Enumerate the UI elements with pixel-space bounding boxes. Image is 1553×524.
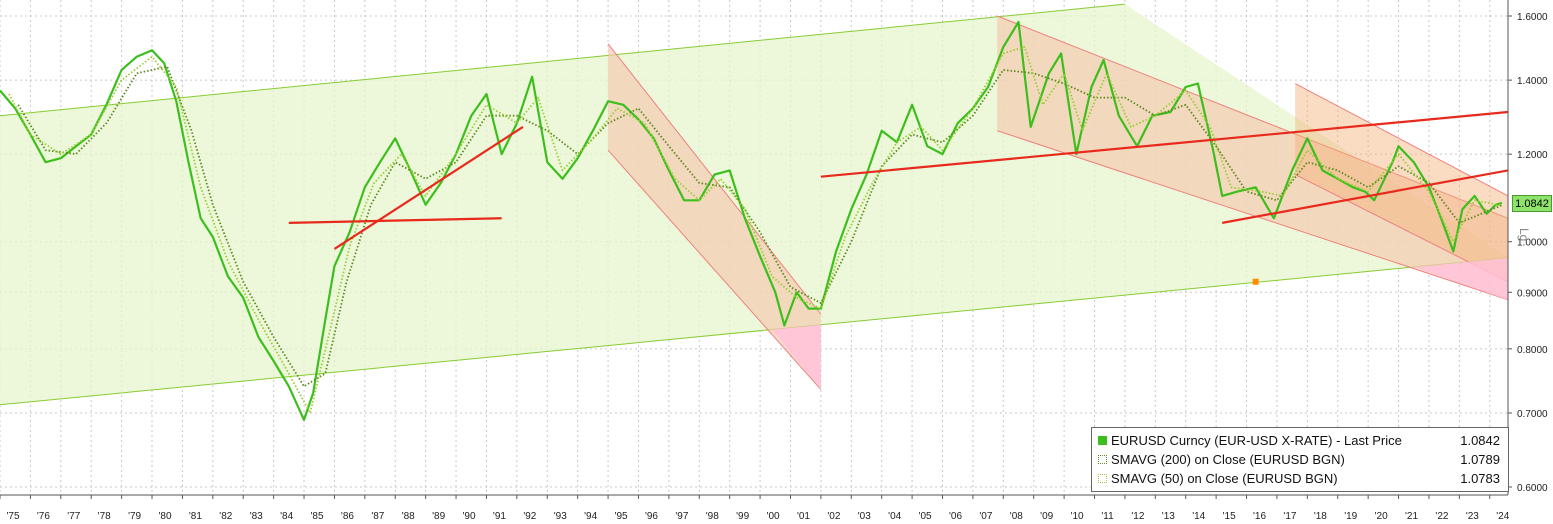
- x-tick-label: '99: [736, 511, 749, 522]
- x-tick-label: '98: [706, 511, 719, 522]
- x-tick-label: '12: [1131, 511, 1144, 522]
- x-tick-label: '16: [1253, 511, 1266, 522]
- event-marker: [1252, 278, 1259, 285]
- x-tick-label: '05: [919, 511, 932, 522]
- falling-channel-fill: [1295, 83, 1508, 282]
- y-tick-label: 0.8000: [1517, 345, 1548, 356]
- legend-value-smavg-200: 1.0789: [1460, 452, 1500, 467]
- x-tick-label: '08: [1010, 511, 1023, 522]
- x-tick-label: '18: [1314, 511, 1327, 522]
- x-tick-label: '00: [767, 511, 780, 522]
- x-tick-label: '09: [1040, 511, 1053, 522]
- x-tick-label: '90: [463, 511, 476, 522]
- falling-channel-fill: [997, 16, 1508, 300]
- x-tick-label: '13: [1162, 511, 1175, 522]
- x-tick-label: '87: [371, 511, 384, 522]
- series-line-2: [8, 46, 1503, 414]
- legend-value-smavg-50: 1.0783: [1460, 471, 1500, 486]
- last-price-badge: 1.0842: [1512, 195, 1552, 212]
- trend-line: [1222, 169, 1508, 224]
- x-tick-label: '80: [158, 511, 171, 522]
- series-line-0: [0, 20, 1503, 421]
- x-tick-label: '04: [888, 511, 901, 522]
- x-tick-label: '19: [1344, 511, 1357, 522]
- legend-value-last-price: 1.0842: [1460, 433, 1500, 448]
- x-tick-label: '91: [493, 511, 506, 522]
- x-tick-label: '92: [523, 511, 536, 522]
- x-tick-label: '14: [1192, 511, 1205, 522]
- x-tick-label: '83: [250, 511, 263, 522]
- legend: EURUSD Curncy (EUR-USD X-RATE) - Last Pr…: [1091, 427, 1509, 492]
- trend-line: [820, 110, 1508, 178]
- trend-line: [288, 217, 502, 224]
- x-tick-label: '94: [584, 511, 597, 522]
- y-tick-label: 1.0000: [1517, 238, 1548, 249]
- legend-swatch-last-price: [1098, 436, 1107, 445]
- log-scale-label: Lg: [1517, 228, 1531, 242]
- overshoot-fill: [1413, 257, 1508, 300]
- long-term-channel-upper: [0, 3, 1125, 117]
- x-tick-label: '21: [1405, 511, 1418, 522]
- x-tick-label: '78: [98, 511, 111, 522]
- x-tick-label: '79: [128, 511, 141, 522]
- x-tick-label: '11: [1101, 511, 1114, 522]
- legend-swatch-smavg-50: [1098, 474, 1107, 483]
- x-tick-label: '02: [827, 511, 840, 522]
- legend-item-last-price: EURUSD Curncy (EUR-USD X-RATE) - Last Pr…: [1098, 432, 1500, 449]
- x-tick-label: '23: [1466, 511, 1479, 522]
- legend-item-smavg-200: SMAVG (200) on Close (EURUSD BGN) 1.0789: [1098, 451, 1500, 468]
- y-tick-label: 0.7000: [1517, 409, 1548, 420]
- x-tick-label: '82: [219, 511, 232, 522]
- x-tick-label: '17: [1283, 511, 1296, 522]
- x-tick-label: '22: [1435, 511, 1448, 522]
- falling-channel-lower: [607, 149, 822, 390]
- legend-swatch-smavg-200: [1098, 455, 1107, 464]
- x-tick-label: '03: [858, 511, 871, 522]
- x-tick-label: '86: [341, 511, 354, 522]
- x-tick-label: '15: [1223, 511, 1236, 522]
- legend-label-last-price: EURUSD Curncy (EUR-USD X-RATE) - Last Pr…: [1111, 433, 1402, 448]
- legend-label-smavg-50: SMAVG (50) on Close (EURUSD BGN): [1111, 471, 1338, 486]
- x-tick-label: '88: [402, 511, 415, 522]
- x-tick-label: '20: [1375, 511, 1388, 522]
- x-tick-label: '06: [949, 511, 962, 522]
- x-tick-label: '89: [432, 511, 445, 522]
- y-tick-label: 1.6000: [1517, 12, 1548, 23]
- x-tick-label: '97: [675, 511, 688, 522]
- trend-lines: [288, 110, 1508, 285]
- x-tick-label: '81: [189, 511, 202, 522]
- y-tick-label: 0.9000: [1517, 288, 1548, 299]
- x-tick-label: '95: [615, 511, 628, 522]
- falling-channel-upper: [607, 43, 822, 315]
- x-tick-label: '01: [797, 511, 810, 522]
- x-tick-label: '93: [554, 511, 567, 522]
- legend-item-smavg-50: SMAVG (50) on Close (EURUSD BGN) 1.0783: [1098, 470, 1500, 487]
- x-tick-label: '96: [645, 511, 658, 522]
- x-tick-label: '76: [37, 511, 50, 522]
- falling-channel-lower: [997, 130, 1508, 301]
- x-tick-label: '07: [979, 511, 992, 522]
- x-tick-label: '75: [6, 511, 19, 522]
- series-line-1: [17, 65, 1503, 388]
- overshoot-fill: [772, 324, 821, 390]
- channels: [0, 3, 1508, 406]
- x-tick-label: '85: [311, 511, 324, 522]
- y-tick-label: 1.2000: [1517, 150, 1548, 161]
- series: [0, 20, 1503, 421]
- y-tick-label: 1.4000: [1517, 76, 1548, 87]
- falling-channel-fill: [608, 43, 821, 390]
- x-tick-label: '77: [67, 511, 80, 522]
- x-tick-label: '10: [1071, 511, 1084, 522]
- trend-line: [333, 125, 524, 250]
- x-tick-label: '24: [1496, 511, 1509, 522]
- y-tick-label: 0.6000: [1517, 483, 1548, 494]
- x-tick-label: '84: [280, 511, 293, 522]
- legend-label-smavg-200: SMAVG (200) on Close (EURUSD BGN): [1111, 452, 1345, 467]
